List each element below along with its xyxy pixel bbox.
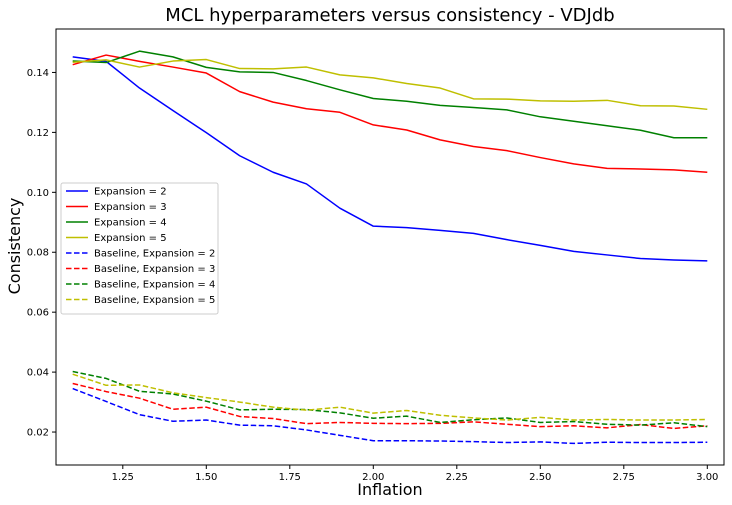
series-line-2 (72, 54, 708, 173)
legend: Expansion = 2 Expansion = 3 Expansion = 4 E… (60, 182, 219, 315)
x-tick-label: 1.50 (195, 472, 217, 483)
y-axis-label: Consistency (5, 198, 24, 295)
y-tick-label: 0.14 (27, 68, 49, 79)
series-line-6 (72, 382, 708, 430)
series-line-4 (72, 58, 708, 111)
x-tick-label: 2.75 (613, 472, 635, 483)
x-tick-label: 2.50 (529, 472, 551, 483)
y-tick-label: 0.06 (27, 308, 49, 319)
x-tick-label: 1.75 (279, 472, 301, 483)
x-tick-label: 1.25 (112, 472, 134, 483)
x-tick-label: 2.00 (362, 472, 384, 483)
y-tick-label: 0.04 (27, 368, 49, 379)
plot-area-frame (55, 28, 725, 466)
series-line-3 (72, 50, 708, 139)
legend-frame (60, 182, 219, 315)
legend-label-2: Expansion = 3 (94, 202, 167, 213)
chart-title: MCL hyperparameters versus consistency -… (165, 5, 614, 26)
legend-label-5: Baseline, Expansion = 2 (94, 249, 215, 260)
y-tick-label: 0.02 (27, 428, 49, 439)
series-line-8 (72, 373, 708, 421)
series-line-1 (72, 56, 708, 262)
series-line-7 (72, 370, 708, 428)
y-tick-label: 0.08 (27, 248, 49, 259)
legend-label-3: Expansion = 4 (94, 218, 167, 229)
x-tick-label: 3.00 (696, 472, 718, 483)
series-layer (72, 50, 708, 445)
axis-ticks: 1.25 1.50 1.75 2.00 2.25 2.50 2.75 3.00 0.02 0.04… (27, 68, 719, 483)
legend-label-4: Expansion = 5 (94, 233, 167, 244)
x-tick-label: 2.25 (446, 472, 468, 483)
legend-label-6: Baseline, Expansion = 3 (94, 264, 215, 275)
legend-label-1: Expansion = 2 (94, 187, 167, 198)
x-axis-label: Inflation (357, 480, 422, 499)
y-tick-label: 0.12 (27, 128, 49, 139)
series-line-5 (72, 387, 708, 445)
y-tick-label: 0.10 (27, 188, 49, 199)
legend-label-7: Baseline, Expansion = 4 (94, 280, 215, 291)
legend-label-8: Baseline, Expansion = 5 (94, 295, 215, 306)
